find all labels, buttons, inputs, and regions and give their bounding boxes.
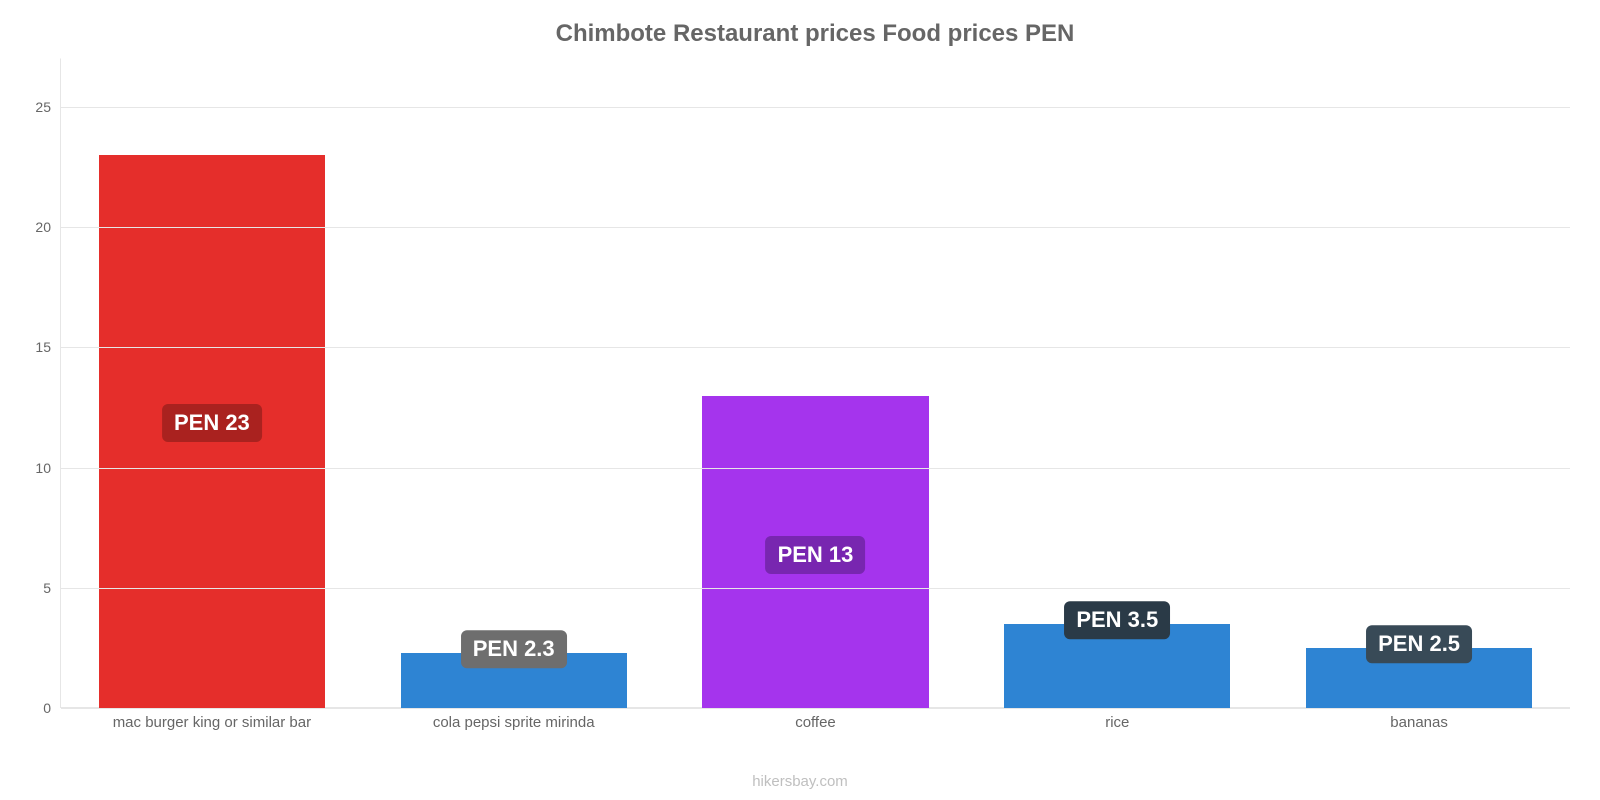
gridline	[61, 708, 1570, 709]
y-tick-label: 5	[43, 580, 61, 596]
x-axis-label: bananas	[1268, 714, 1570, 731]
bar-value-badge: PEN 13	[766, 536, 866, 574]
x-axis-label: cola pepsi sprite mirinda	[363, 714, 665, 731]
bar: PEN 13	[702, 396, 928, 708]
y-tick-label: 10	[35, 460, 61, 476]
bar-value-badge: PEN 23	[162, 404, 262, 442]
bars-row: PEN 23 PEN 2.3 PEN 13 PEN 3.5 PEN 2.5	[61, 59, 1570, 708]
bar-slot: PEN 13	[665, 59, 967, 708]
gridline	[61, 468, 1570, 469]
x-axis-label: mac burger king or similar bar	[61, 714, 363, 731]
x-axis-labels: mac burger king or similar barcola pepsi…	[61, 714, 1570, 731]
plot-area: PEN 23PEN 2.3PEN 13PEN 3.5PEN 2.5 mac bu…	[60, 58, 1570, 708]
gridline	[61, 227, 1570, 228]
x-axis-label: coffee	[665, 714, 967, 731]
y-tick-label: 25	[35, 99, 61, 115]
gridline	[61, 107, 1570, 108]
chart-container: Chimbote Restaurant prices Food prices P…	[0, 0, 1600, 800]
bar-slot: PEN 2.5	[1268, 59, 1570, 708]
bar: PEN 23	[99, 155, 325, 708]
bar-slot: PEN 3.5	[966, 59, 1268, 708]
bar-value-badge: PEN 2.5	[1366, 625, 1472, 663]
gridline	[61, 588, 1570, 589]
bar-slot: PEN 2.3	[363, 59, 665, 708]
gridline	[61, 347, 1570, 348]
bar-value-badge: PEN 2.3	[461, 630, 567, 668]
chart-title: Chimbote Restaurant prices Food prices P…	[60, 20, 1570, 48]
y-tick-label: 20	[35, 219, 61, 235]
chart-footer: hikersbay.com	[0, 773, 1600, 790]
bar-slot: PEN 23	[61, 59, 363, 708]
bar-value-badge: PEN 3.5	[1064, 601, 1170, 639]
y-tick-label: 0	[43, 700, 61, 716]
x-axis-label: rice	[966, 714, 1268, 731]
y-tick-label: 15	[35, 339, 61, 355]
